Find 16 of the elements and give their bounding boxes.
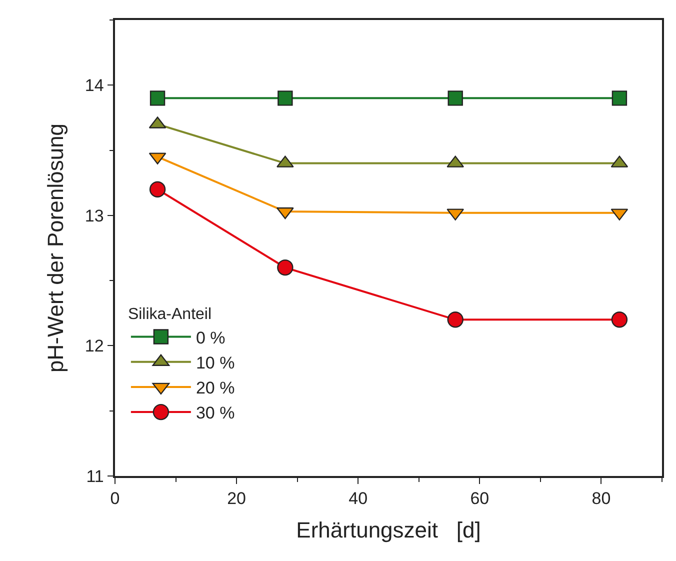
x-tick-label: 60 bbox=[470, 489, 490, 508]
x-tick-label: 40 bbox=[348, 489, 368, 508]
x-axis-title: Erhärtungszeit [d] bbox=[296, 518, 481, 543]
legend-label: 0 % bbox=[196, 328, 226, 348]
y-tick-label: 11 bbox=[86, 466, 104, 486]
legend-label: 10 % bbox=[196, 353, 235, 372]
y-tick-label: 13 bbox=[84, 206, 104, 226]
legend-label: 20 % bbox=[196, 378, 235, 398]
y-axis-title: pH-Wert der Porenlösung bbox=[43, 123, 68, 373]
legend-label: 30 % bbox=[196, 404, 235, 423]
x-tick-label: 0 bbox=[110, 489, 120, 508]
y-tick-label: 14 bbox=[84, 76, 104, 96]
y-tick-label: 12 bbox=[84, 336, 104, 356]
legend-title: Silika-Anteil bbox=[128, 306, 212, 324]
x-tick-label: 20 bbox=[227, 489, 246, 508]
x-tick-label: 80 bbox=[592, 489, 611, 508]
